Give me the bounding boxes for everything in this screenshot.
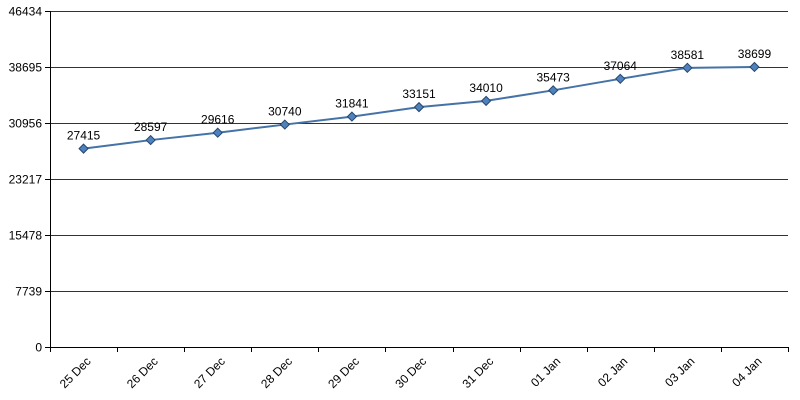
y-axis-tick-label: 30956 — [9, 117, 43, 131]
data-point-marker — [615, 73, 626, 85]
x-axis-label: 25 Dec — [57, 354, 94, 391]
data-point-marker — [413, 101, 425, 113]
data-point-marker — [682, 62, 693, 74]
data-point-marker — [145, 134, 156, 146]
y-axis-tick-label: 15478 — [9, 229, 43, 243]
y-axis-tick-label: 46434 — [9, 5, 43, 19]
y-axis-tick-label: 38695 — [9, 61, 43, 75]
x-axis-label: 31 Dec — [459, 354, 496, 391]
data-point-marker — [212, 127, 223, 138]
x-axis-label: 02 Jan — [595, 354, 630, 389]
data-label: 33151 — [402, 87, 436, 101]
x-axis-label: 30 Dec — [392, 354, 429, 391]
data-label: 31841 — [335, 97, 369, 111]
data-point-marker — [346, 111, 358, 122]
x-axis-label: 27 Dec — [191, 354, 228, 391]
data-label: 37064 — [604, 59, 638, 73]
data-label: 27415 — [67, 129, 101, 143]
x-axis-label: 28 Dec — [258, 354, 295, 391]
x-axis-label: 03 Jan — [662, 354, 697, 389]
data-label: 38699 — [738, 47, 772, 61]
x-axis-label: 29 Dec — [325, 354, 362, 391]
x-axis-label: 26 Dec — [124, 354, 161, 391]
data-label: 28597 — [134, 120, 168, 134]
data-point-marker — [547, 85, 559, 96]
y-axis-tick-label: 23217 — [9, 173, 43, 187]
data-label: 38581 — [671, 48, 705, 62]
x-axis-label: 04 Jan — [729, 354, 764, 389]
x-axis-label: 01 Jan — [528, 354, 563, 389]
data-point-marker — [480, 95, 492, 107]
data-point-marker — [78, 143, 89, 154]
data-label: 30740 — [268, 105, 302, 119]
y-axis-tick-label: 0 — [35, 341, 42, 355]
data-label: 34010 — [469, 81, 503, 95]
data-point-marker — [279, 119, 291, 130]
data-point-marker — [749, 61, 760, 73]
data-label: 35473 — [536, 70, 570, 84]
y-axis-tick-label: 7739 — [15, 285, 42, 299]
data-label: 29616 — [201, 113, 235, 127]
